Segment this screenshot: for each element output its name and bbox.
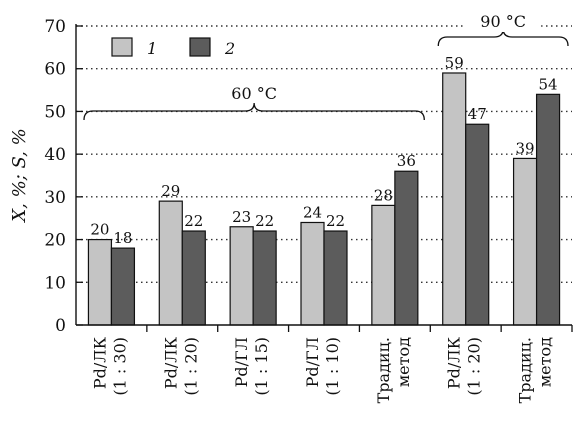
bar-series-1 xyxy=(512,157,538,326)
value-label: 22 xyxy=(255,212,274,230)
value-label: 36 xyxy=(397,152,416,170)
value-label: 47 xyxy=(468,105,487,123)
y-tick-label: 0 xyxy=(55,316,66,336)
brace xyxy=(83,102,425,121)
x-category-label: (1 : 20) xyxy=(181,337,200,396)
x-category-label: Pd/ГЛ xyxy=(232,337,251,387)
bar-series-2 xyxy=(252,230,277,326)
value-label: 39 xyxy=(516,139,535,157)
legend-label: 1 xyxy=(147,39,157,58)
value-label: 22 xyxy=(184,212,203,230)
legend-label: 2 xyxy=(224,39,235,58)
y-axis-label: X, %; S, % xyxy=(9,128,30,223)
bar-series-2 xyxy=(465,123,490,326)
y-tick-label: 20 xyxy=(44,231,66,251)
x-category-label: (1 : 10) xyxy=(323,337,342,396)
annotation-bg xyxy=(220,83,289,103)
value-label: 59 xyxy=(445,54,464,72)
bar-series-1 xyxy=(371,204,396,326)
value-label: 28 xyxy=(374,186,393,204)
value-label: 54 xyxy=(539,75,558,93)
x-category-label: Pd/ЛК xyxy=(161,336,180,389)
x-category-label: Традиц. xyxy=(374,337,393,403)
y-tick-label: 10 xyxy=(44,273,66,293)
bar-series-1 xyxy=(87,238,113,326)
y-tick-label: 60 xyxy=(44,60,66,80)
legend-swatch xyxy=(111,37,133,57)
value-labels: 20 29 23 24 28 59 39 18 22 22 22 36 47 54 xyxy=(90,54,557,247)
x-category-label: Pd/ЛК xyxy=(445,336,464,389)
bar-series-1 xyxy=(229,226,254,326)
x-category-label: (1 : 15) xyxy=(252,337,271,396)
bar-series-2 xyxy=(535,93,561,326)
legend-swatch xyxy=(189,37,211,57)
bar-series-1 xyxy=(300,221,325,326)
x-category-label: метод xyxy=(536,337,555,387)
bar-series-2 xyxy=(181,230,206,326)
x-category-label: (1 : 20) xyxy=(465,337,484,396)
x-category-label: Pd/ГЛ xyxy=(303,337,322,387)
bar-series-1 xyxy=(158,200,183,326)
y-tick-label: 40 xyxy=(44,145,66,165)
bar-series-2 xyxy=(323,230,348,326)
y-tick-label: 30 xyxy=(44,188,66,208)
annotation-bg xyxy=(465,10,542,32)
value-label: 24 xyxy=(303,203,322,221)
annotation-60c: 60 °C xyxy=(231,84,277,103)
value-label: 23 xyxy=(232,208,251,226)
x-category-label: Традиц. xyxy=(516,337,535,403)
value-label: 29 xyxy=(161,182,180,200)
bar-series-2 xyxy=(110,247,136,326)
value-label: 20 xyxy=(90,221,109,239)
x-category-label: Pd/ЛК xyxy=(90,336,109,389)
bar-series-1 xyxy=(442,72,467,326)
temperature-annotations: 60 °C 90 °C xyxy=(83,10,569,121)
x-category-label: метод xyxy=(394,337,413,387)
bar-series-2 xyxy=(394,170,419,326)
x-category-label: (1 : 30) xyxy=(110,337,129,396)
annotation-90c: 90 °C xyxy=(480,12,526,31)
value-label: 22 xyxy=(326,212,345,230)
y-tick-label: 50 xyxy=(44,102,66,122)
value-label: 18 xyxy=(113,229,132,247)
y-tick-label: 70 xyxy=(44,17,66,37)
